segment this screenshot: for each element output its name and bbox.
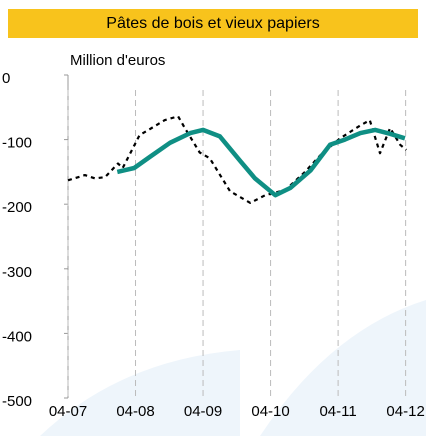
x-tick-label: 04-08: [116, 403, 154, 420]
y-tick-label: -400: [2, 328, 32, 345]
x-tick-label: 04-10: [251, 403, 289, 420]
x-tick-label: 04-09: [184, 403, 222, 420]
x-tick-label: 04-12: [386, 403, 424, 420]
series-line: [116, 127, 406, 198]
y-tick-label: -100: [2, 135, 32, 152]
y-tick-label: -200: [2, 199, 32, 216]
y-axis-label: Million d'euros: [70, 52, 165, 69]
x-tick-label: 04-11: [319, 403, 356, 420]
x-tick-label: 04-07: [49, 403, 87, 420]
chart-title: Pâtes de bois et vieux papiers: [106, 15, 319, 32]
y-tick-label: -300: [2, 264, 32, 281]
watermark: [260, 300, 426, 436]
series-line: [67, 115, 408, 204]
watermark: [40, 350, 240, 436]
y-tick-label: 0: [2, 70, 10, 87]
title-bar: [8, 9, 418, 38]
y-tick-label: -500: [2, 393, 32, 410]
